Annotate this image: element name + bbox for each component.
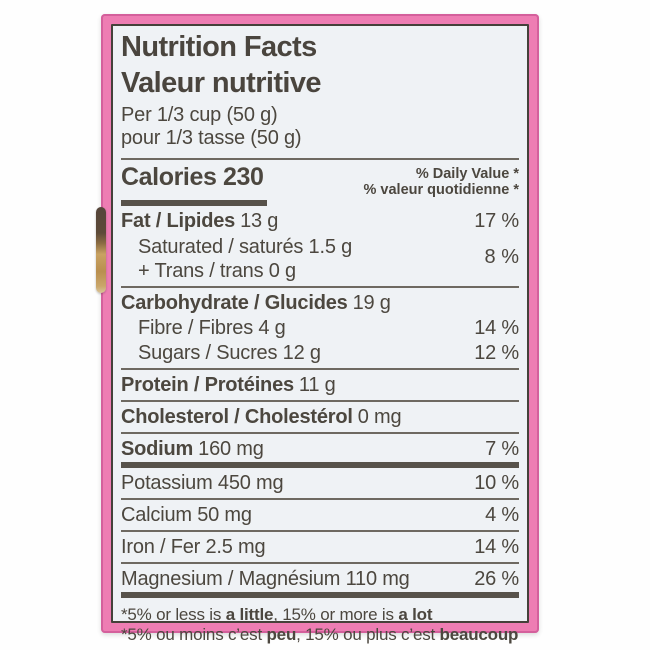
daily-value-header-english: % Daily Value * <box>415 166 519 182</box>
row-fat: Fat / Lipides 13 g 17 % <box>121 206 519 231</box>
sugars-name: Sugars / Sucres 12 g <box>138 342 321 364</box>
row-potassium: Potassium 450 mg 10 % <box>121 468 519 493</box>
fibre-name: Fibre / Fibres 4 g <box>138 317 286 339</box>
nutrition-facts-content: Nutrition Facts Valeur nutritive Per 1/3… <box>113 26 527 645</box>
thick-divider <box>121 592 519 598</box>
thick-divider <box>121 462 519 468</box>
calcium-name: Calcium 50 mg <box>121 504 252 526</box>
saturated-trans-daily-value: 8 % <box>484 245 519 268</box>
sodium-name: Sodium 160 mg <box>121 438 264 460</box>
footnotes: *5% or less is a little, 15% or more is … <box>121 605 519 645</box>
saturated-name: Saturated / saturés 1.5 g <box>138 236 353 258</box>
sugars-daily-value: 12 % <box>474 342 519 364</box>
daily-value-header: % Daily Value * % valeur quotidienne * <box>364 163 520 198</box>
calories-value: Calories 230 <box>121 163 264 191</box>
divider <box>121 562 519 564</box>
cholesterol-name: Cholesterol / Cholestérol 0 mg <box>121 406 402 428</box>
row-calcium: Calcium 50 mg 4 % <box>121 500 519 525</box>
daily-value-header-french: % valeur quotidienne * <box>363 182 520 198</box>
magnesium-name: Magnesium / Magnésium 110 mg <box>121 568 410 590</box>
food-crumb-photo <box>96 207 106 293</box>
trans-name: + Trans / trans 0 g <box>138 260 296 282</box>
row-magnesium: Magnesium / Magnésium 110 mg 26 % <box>121 564 519 589</box>
row-sugars: Sugars / Sucres 12 g 12 % <box>121 338 519 363</box>
fibre-daily-value: 14 % <box>474 317 519 339</box>
divider <box>121 498 519 500</box>
divider <box>121 368 519 370</box>
fat-daily-value: 17 % <box>474 210 519 232</box>
divider <box>121 400 519 402</box>
serving-size-english: Per 1/3 cup (50 g) <box>121 104 278 126</box>
footnote-french: *5% ou moins c’est peu, 15% ou plus c’es… <box>121 625 519 644</box>
potassium-daily-value: 10 % <box>474 472 519 494</box>
calories-underline-bar <box>121 200 267 206</box>
saturated-trans-group: Saturated / saturés 1.5 g + Trans / tran… <box>121 233 519 281</box>
footnote-english: *5% or less is a little, 15% or more is … <box>121 605 433 624</box>
protein-name: Protein / Protéines 11 g <box>121 374 336 396</box>
saturated-trans-lines: Saturated / saturés 1.5 g + Trans / tran… <box>121 233 352 281</box>
iron-daily-value: 14 % <box>474 536 519 558</box>
serving-size-french: pour 1/3 tasse (50 g) <box>121 127 302 149</box>
title-english: Nutrition Facts <box>121 31 317 63</box>
calcium-daily-value: 4 % <box>485 504 519 526</box>
row-cholesterol: Cholesterol / Cholestérol 0 mg <box>121 402 519 427</box>
package-pink-frame: Nutrition Facts Valeur nutritive Per 1/3… <box>101 14 539 644</box>
magnesium-daily-value: 26 % <box>474 568 519 590</box>
fat-name: Fat / Lipides 13 g <box>121 210 279 232</box>
carbohydrate-name: Carbohydrate / Glucides 19 g <box>121 292 391 314</box>
nutrition-facts-panel: Nutrition Facts Valeur nutritive Per 1/3… <box>111 24 529 644</box>
title-french: Valeur nutritive <box>121 67 322 99</box>
potassium-name: Potassium 450 mg <box>121 472 284 494</box>
divider <box>121 158 519 160</box>
divider <box>121 432 519 434</box>
row-iron: Iron / Fer 2.5 mg 14 % <box>121 532 519 557</box>
row-carbohydrate: Carbohydrate / Glucides 19 g <box>121 288 519 313</box>
row-sodium: Sodium 160 mg 7 % <box>121 434 519 459</box>
divider <box>121 530 519 532</box>
iron-name: Iron / Fer 2.5 mg <box>121 536 266 558</box>
sodium-daily-value: 7 % <box>485 438 519 460</box>
row-protein: Protein / Protéines 11 g <box>121 370 519 395</box>
row-fibre: Fibre / Fibres 4 g 14 % <box>121 313 519 338</box>
calories-row: Calories 230 % Daily Value * % valeur qu… <box>121 163 519 198</box>
divider <box>121 286 519 288</box>
